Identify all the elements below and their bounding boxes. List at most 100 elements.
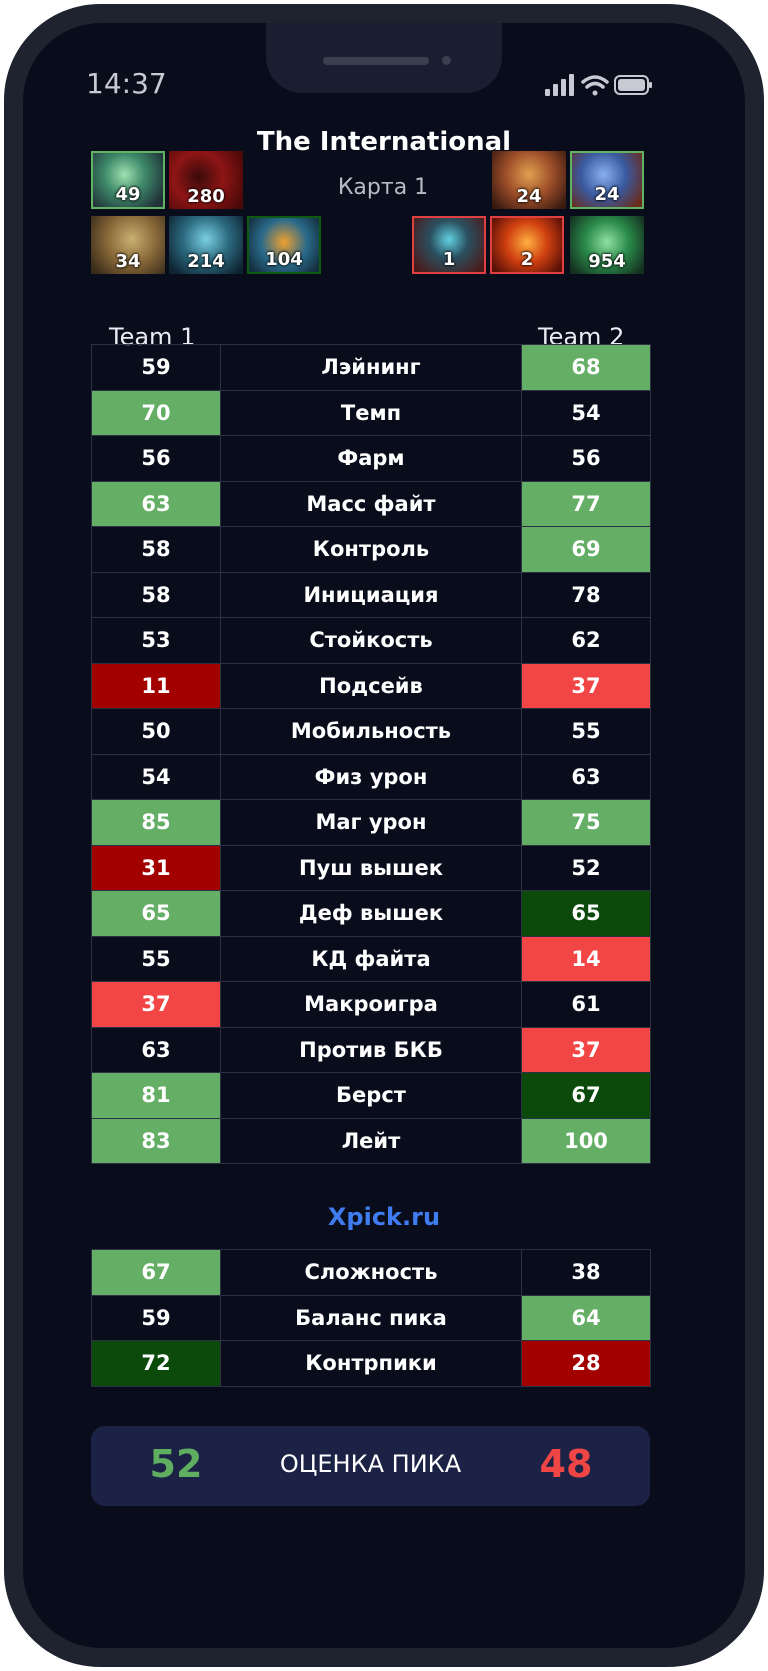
battery-icon bbox=[614, 75, 652, 95]
hero-portrait[interactable]: 24 bbox=[492, 151, 566, 209]
team1-stat-value: 59 bbox=[91, 1294, 221, 1341]
stat-row: 54 Физ урон 63 bbox=[91, 753, 651, 800]
hero-portrait[interactable]: 49 bbox=[91, 151, 165, 209]
team2-stat-value: 69 bbox=[521, 526, 651, 573]
team2-stat-value: 14 bbox=[521, 935, 651, 982]
stat-label: Контрпики bbox=[220, 1340, 522, 1387]
team2-stat-value: 63 bbox=[521, 753, 651, 800]
stat-label: Фарм bbox=[220, 435, 522, 482]
team1-stat-value: 56 bbox=[91, 435, 221, 482]
team1-stat-value: 63 bbox=[91, 1026, 221, 1073]
team1-stat-value: 63 bbox=[91, 480, 221, 527]
stat-row: 70 Темп 54 bbox=[91, 389, 651, 436]
stat-row: 37 Макроигра 61 bbox=[91, 981, 651, 1028]
team1-stat-value: 85 bbox=[91, 799, 221, 846]
hero-portrait[interactable]: 214 bbox=[169, 216, 243, 274]
team2-stat-value: 65 bbox=[521, 890, 651, 937]
phone-frame: 14:37 The International Карта 1 49 280 3… bbox=[4, 4, 764, 1667]
hero-image bbox=[91, 216, 165, 274]
team1-stat-value: 37 bbox=[91, 981, 221, 1028]
stat-label: Контроль bbox=[220, 526, 522, 573]
stat-row: 59 Баланс пика 64 bbox=[91, 1294, 651, 1341]
hero-image bbox=[169, 151, 243, 209]
team1-stat-value: 54 bbox=[91, 753, 221, 800]
hero-value: 1 bbox=[442, 249, 456, 270]
hero-image bbox=[572, 153, 642, 207]
team1-stat-value: 81 bbox=[91, 1072, 221, 1119]
team1-stat-value: 59 bbox=[91, 344, 221, 391]
stat-row: 53 Стойкость 62 bbox=[91, 617, 651, 664]
stat-row: 83 Лейт 100 bbox=[91, 1117, 651, 1164]
team2-stat-value: 62 bbox=[521, 617, 651, 664]
brand-link[interactable]: Xpick.ru bbox=[327, 1203, 441, 1231]
team2-stat-value: 75 bbox=[521, 799, 651, 846]
team1-stat-value: 11 bbox=[91, 662, 221, 709]
stat-label: Сложность bbox=[220, 1249, 522, 1296]
hero-image bbox=[492, 218, 562, 272]
team1-stat-value: 50 bbox=[91, 708, 221, 755]
team2-stat-value: 55 bbox=[521, 708, 651, 755]
stat-label: Масс файт bbox=[220, 480, 522, 527]
stat-row: 63 Против БКБ 37 bbox=[91, 1026, 651, 1073]
hero-portrait[interactable]: 104 bbox=[247, 216, 321, 274]
pick-score-label: ОЦЕНКА ПИКА bbox=[279, 1450, 462, 1478]
stat-label: Темп bbox=[220, 389, 522, 436]
hero-portrait[interactable]: 34 bbox=[91, 216, 165, 274]
stat-row: 56 Фарм 56 bbox=[91, 435, 651, 482]
stat-row: 58 Контроль 69 bbox=[91, 526, 651, 573]
hero-portrait[interactable]: 1 bbox=[412, 216, 486, 274]
status-time: 14:37 bbox=[86, 67, 167, 100]
team2-stat-value: 67 bbox=[521, 1072, 651, 1119]
stat-row: 65 Деф вышек 65 bbox=[91, 890, 651, 937]
stat-row: 11 Подсейв 37 bbox=[91, 662, 651, 709]
hero-image bbox=[570, 216, 644, 274]
stat-row: 67 Сложность 38 bbox=[91, 1249, 651, 1296]
hero-image bbox=[414, 218, 484, 272]
hero-value: 24 bbox=[516, 186, 542, 207]
hero-image bbox=[249, 218, 319, 272]
speaker bbox=[323, 57, 429, 65]
hero-image bbox=[93, 153, 163, 207]
hero-portrait[interactable]: 2 bbox=[490, 216, 564, 274]
team2-stat-value: 52 bbox=[521, 844, 651, 891]
stats-table: 59 Лэйнинг 68 70 Темп 54 56 Фарм 56 63 Масс файт 77… bbox=[91, 344, 651, 1164]
pick-score-panel: 52 ОЦЕНКА ПИКА 48 bbox=[91, 1426, 650, 1506]
team2-stat-value: 56 bbox=[521, 435, 651, 482]
stat-label: Лэйнинг bbox=[220, 344, 522, 391]
team2-stat-value: 38 bbox=[521, 1249, 651, 1296]
hero-portrait[interactable]: 24 bbox=[570, 151, 644, 209]
team1-stat-value: 70 bbox=[91, 389, 221, 436]
team2-stat-value: 100 bbox=[521, 1117, 651, 1164]
stat-label: Физ урон bbox=[220, 753, 522, 800]
hero-portrait[interactable]: 954 bbox=[570, 216, 644, 274]
stat-label: Мобильность bbox=[220, 708, 522, 755]
stat-row: 58 Инициация 78 bbox=[91, 571, 651, 618]
team1-stat-value: 58 bbox=[91, 526, 221, 573]
notch bbox=[266, 23, 502, 93]
status-icons bbox=[545, 74, 652, 96]
hero-value: 954 bbox=[588, 251, 626, 272]
stat-row: 85 Маг урон 75 bbox=[91, 799, 651, 846]
stat-label: Маг урон bbox=[220, 799, 522, 846]
map-label: Карта 1 bbox=[337, 175, 429, 200]
stat-label: Пуш вышек bbox=[220, 844, 522, 891]
hero-value: 280 bbox=[187, 186, 225, 207]
stat-label: КД файта bbox=[220, 935, 522, 982]
team2-stat-value: 37 bbox=[521, 662, 651, 709]
hero-portrait[interactable]: 280 bbox=[169, 151, 243, 209]
wifi-icon bbox=[581, 75, 609, 96]
cellular-signal-icon bbox=[545, 74, 574, 96]
camera bbox=[442, 56, 451, 65]
stat-row: 72 Контрпики 28 bbox=[91, 1340, 651, 1387]
team1-stat-value: 58 bbox=[91, 571, 221, 618]
team1-stat-value: 83 bbox=[91, 1117, 221, 1164]
team2-stat-value: 28 bbox=[521, 1340, 651, 1387]
stat-label: Макроигра bbox=[220, 981, 522, 1028]
hero-value: 104 bbox=[265, 249, 303, 270]
team2-stat-value: 77 bbox=[521, 480, 651, 527]
stat-row: 50 Мобильность 55 bbox=[91, 708, 651, 755]
page-title: The International bbox=[256, 127, 512, 157]
stat-row: 63 Масс файт 77 bbox=[91, 480, 651, 527]
team2-stat-value: 68 bbox=[521, 344, 651, 391]
team1-stat-value: 55 bbox=[91, 935, 221, 982]
